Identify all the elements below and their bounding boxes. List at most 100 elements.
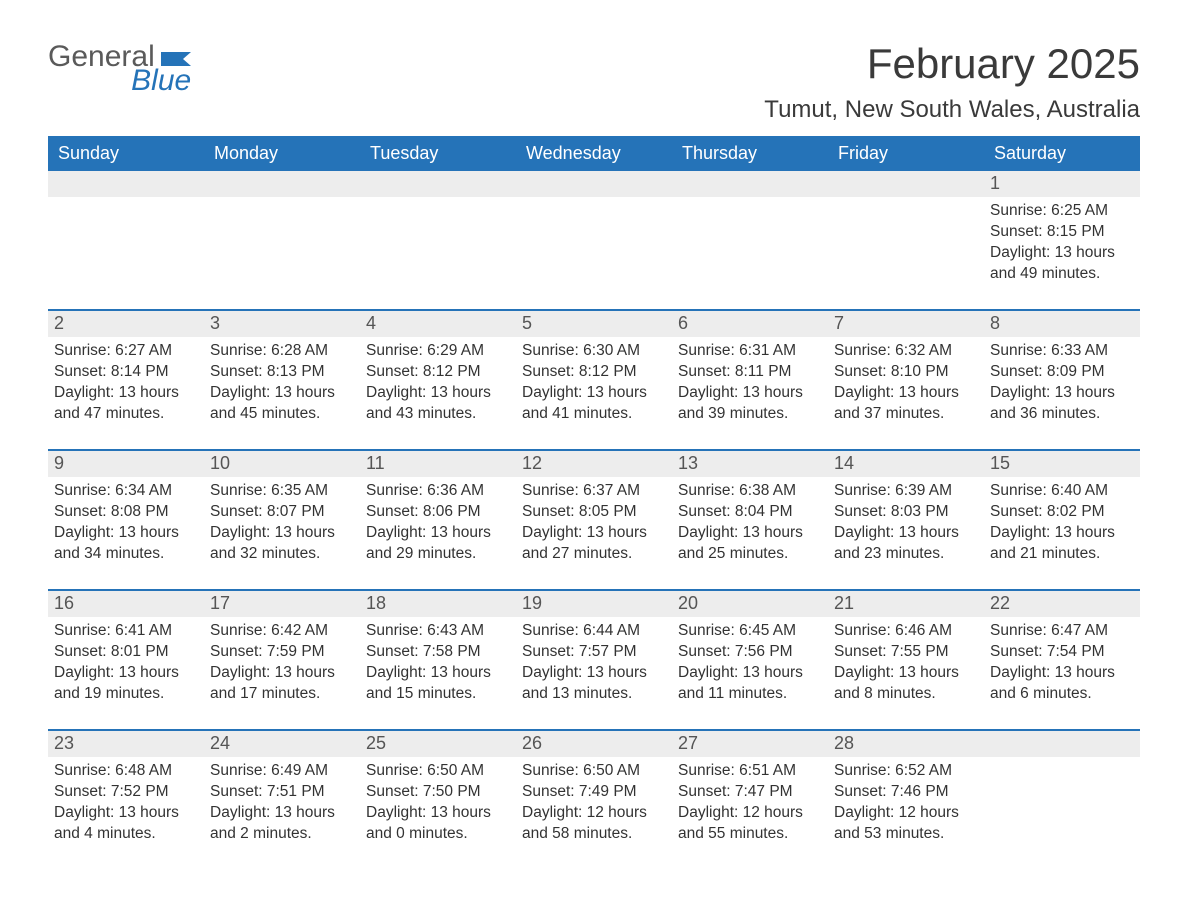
- sunset-text: Sunset: 8:06 PM: [366, 502, 510, 523]
- dow-cell: Thursday: [672, 136, 828, 171]
- day-body: Sunrise: 6:52 AMSunset: 7:46 PMDaylight:…: [828, 757, 984, 851]
- location-subtitle: Tumut, New South Wales, Australia: [764, 96, 1140, 124]
- day-body: Sunrise: 6:43 AMSunset: 7:58 PMDaylight:…: [360, 617, 516, 711]
- sunrise-text: Sunrise: 6:40 AM: [990, 481, 1134, 502]
- sunset-text: Sunset: 8:01 PM: [54, 642, 198, 663]
- day-body: Sunrise: 6:46 AMSunset: 7:55 PMDaylight:…: [828, 617, 984, 711]
- week-row: 16Sunrise: 6:41 AMSunset: 8:01 PMDayligh…: [48, 589, 1140, 711]
- day-number: 12: [516, 451, 672, 477]
- day-body: Sunrise: 6:44 AMSunset: 7:57 PMDaylight:…: [516, 617, 672, 711]
- day-cell: 16Sunrise: 6:41 AMSunset: 8:01 PMDayligh…: [48, 591, 204, 711]
- day-body: Sunrise: 6:36 AMSunset: 8:06 PMDaylight:…: [360, 477, 516, 571]
- day-body: Sunrise: 6:34 AMSunset: 8:08 PMDaylight:…: [48, 477, 204, 571]
- sunrise-text: Sunrise: 6:46 AM: [834, 621, 978, 642]
- sunset-text: Sunset: 8:15 PM: [990, 222, 1134, 243]
- sunrise-text: Sunrise: 6:30 AM: [522, 341, 666, 362]
- day-body: Sunrise: 6:42 AMSunset: 7:59 PMDaylight:…: [204, 617, 360, 711]
- day-cell: 19Sunrise: 6:44 AMSunset: 7:57 PMDayligh…: [516, 591, 672, 711]
- day-number: 3: [204, 311, 360, 337]
- sunrise-text: Sunrise: 6:33 AM: [990, 341, 1134, 362]
- day-number: 27: [672, 731, 828, 757]
- sunrise-text: Sunrise: 6:35 AM: [210, 481, 354, 502]
- sunset-text: Sunset: 8:08 PM: [54, 502, 198, 523]
- day-body: Sunrise: 6:31 AMSunset: 8:11 PMDaylight:…: [672, 337, 828, 431]
- day-number: [48, 171, 204, 197]
- day-number: 2: [48, 311, 204, 337]
- sunrise-text: Sunrise: 6:50 AM: [522, 761, 666, 782]
- day-number: [672, 171, 828, 197]
- daylight-text: Daylight: 13 hours and 21 minutes.: [990, 523, 1134, 565]
- day-cell: 3Sunrise: 6:28 AMSunset: 8:13 PMDaylight…: [204, 311, 360, 431]
- day-number: 9: [48, 451, 204, 477]
- sunset-text: Sunset: 7:49 PM: [522, 782, 666, 803]
- sunrise-text: Sunrise: 6:39 AM: [834, 481, 978, 502]
- day-cell: 4Sunrise: 6:29 AMSunset: 8:12 PMDaylight…: [360, 311, 516, 431]
- day-body: [204, 197, 360, 207]
- day-body: Sunrise: 6:45 AMSunset: 7:56 PMDaylight:…: [672, 617, 828, 711]
- daylight-text: Daylight: 13 hours and 17 minutes.: [210, 663, 354, 705]
- day-number: 19: [516, 591, 672, 617]
- day-number: 25: [360, 731, 516, 757]
- sunset-text: Sunset: 8:07 PM: [210, 502, 354, 523]
- day-number: [360, 171, 516, 197]
- sunrise-text: Sunrise: 6:36 AM: [366, 481, 510, 502]
- sunrise-text: Sunrise: 6:49 AM: [210, 761, 354, 782]
- sunset-text: Sunset: 8:10 PM: [834, 362, 978, 383]
- sunset-text: Sunset: 8:12 PM: [522, 362, 666, 383]
- day-body: Sunrise: 6:35 AMSunset: 8:07 PMDaylight:…: [204, 477, 360, 571]
- logo: General Blue: [48, 40, 191, 96]
- day-number: 16: [48, 591, 204, 617]
- sunset-text: Sunset: 7:59 PM: [210, 642, 354, 663]
- daylight-text: Daylight: 13 hours and 2 minutes.: [210, 803, 354, 845]
- day-number: [204, 171, 360, 197]
- day-cell: 5Sunrise: 6:30 AMSunset: 8:12 PMDaylight…: [516, 311, 672, 431]
- sunrise-text: Sunrise: 6:52 AM: [834, 761, 978, 782]
- day-number: 17: [204, 591, 360, 617]
- day-body: Sunrise: 6:38 AMSunset: 8:04 PMDaylight:…: [672, 477, 828, 571]
- sunrise-text: Sunrise: 6:47 AM: [990, 621, 1134, 642]
- sunset-text: Sunset: 7:54 PM: [990, 642, 1134, 663]
- day-number: 8: [984, 311, 1140, 337]
- daylight-text: Daylight: 13 hours and 39 minutes.: [678, 383, 822, 425]
- sunset-text: Sunset: 8:11 PM: [678, 362, 822, 383]
- month-title: February 2025: [764, 40, 1140, 88]
- day-number: 14: [828, 451, 984, 477]
- daylight-text: Daylight: 13 hours and 34 minutes.: [54, 523, 198, 565]
- sunrise-text: Sunrise: 6:34 AM: [54, 481, 198, 502]
- sunset-text: Sunset: 7:58 PM: [366, 642, 510, 663]
- day-body: [516, 197, 672, 207]
- day-cell: 27Sunrise: 6:51 AMSunset: 7:47 PMDayligh…: [672, 731, 828, 851]
- daylight-text: Daylight: 12 hours and 53 minutes.: [834, 803, 978, 845]
- sunset-text: Sunset: 7:57 PM: [522, 642, 666, 663]
- sunrise-text: Sunrise: 6:32 AM: [834, 341, 978, 362]
- daylight-text: Daylight: 13 hours and 49 minutes.: [990, 243, 1134, 285]
- day-number: 24: [204, 731, 360, 757]
- day-cell: [828, 171, 984, 291]
- day-number: 20: [672, 591, 828, 617]
- day-cell: 9Sunrise: 6:34 AMSunset: 8:08 PMDaylight…: [48, 451, 204, 571]
- day-cell: 8 Sunrise: 6:33 AMSunset: 8:09 PMDaylight…: [984, 311, 1140, 431]
- title-block: February 2025 Tumut, New South Wales, Au…: [764, 40, 1140, 124]
- day-body: Sunrise: 6:50 AMSunset: 7:49 PMDaylight:…: [516, 757, 672, 851]
- sunrise-text: Sunrise: 6:44 AM: [522, 621, 666, 642]
- day-number: 22: [984, 591, 1140, 617]
- daylight-text: Daylight: 13 hours and 4 minutes.: [54, 803, 198, 845]
- daylight-text: Daylight: 13 hours and 47 minutes.: [54, 383, 198, 425]
- day-body: Sunrise: 6:41 AMSunset: 8:01 PMDaylight:…: [48, 617, 204, 711]
- day-body: [360, 197, 516, 207]
- day-cell: 20Sunrise: 6:45 AMSunset: 7:56 PMDayligh…: [672, 591, 828, 711]
- day-cell: [48, 171, 204, 291]
- sunrise-text: Sunrise: 6:27 AM: [54, 341, 198, 362]
- calendar: SundayMondayTuesdayWednesdayThursdayFrid…: [48, 136, 1140, 851]
- daylight-text: Daylight: 13 hours and 43 minutes.: [366, 383, 510, 425]
- week-row: 1Sunrise: 6:25 AMSunset: 8:15 PMDaylight…: [48, 171, 1140, 291]
- day-body: [828, 197, 984, 207]
- day-cell: 6Sunrise: 6:31 AMSunset: 8:11 PMDaylight…: [672, 311, 828, 431]
- sunset-text: Sunset: 8:14 PM: [54, 362, 198, 383]
- sunset-text: Sunset: 8:09 PM: [990, 362, 1134, 383]
- day-cell: 11Sunrise: 6:36 AMSunset: 8:06 PMDayligh…: [360, 451, 516, 571]
- dow-cell: Sunday: [48, 136, 204, 171]
- day-number: 6: [672, 311, 828, 337]
- sunrise-text: Sunrise: 6:51 AM: [678, 761, 822, 782]
- daylight-text: Daylight: 13 hours and 36 minutes.: [990, 383, 1134, 425]
